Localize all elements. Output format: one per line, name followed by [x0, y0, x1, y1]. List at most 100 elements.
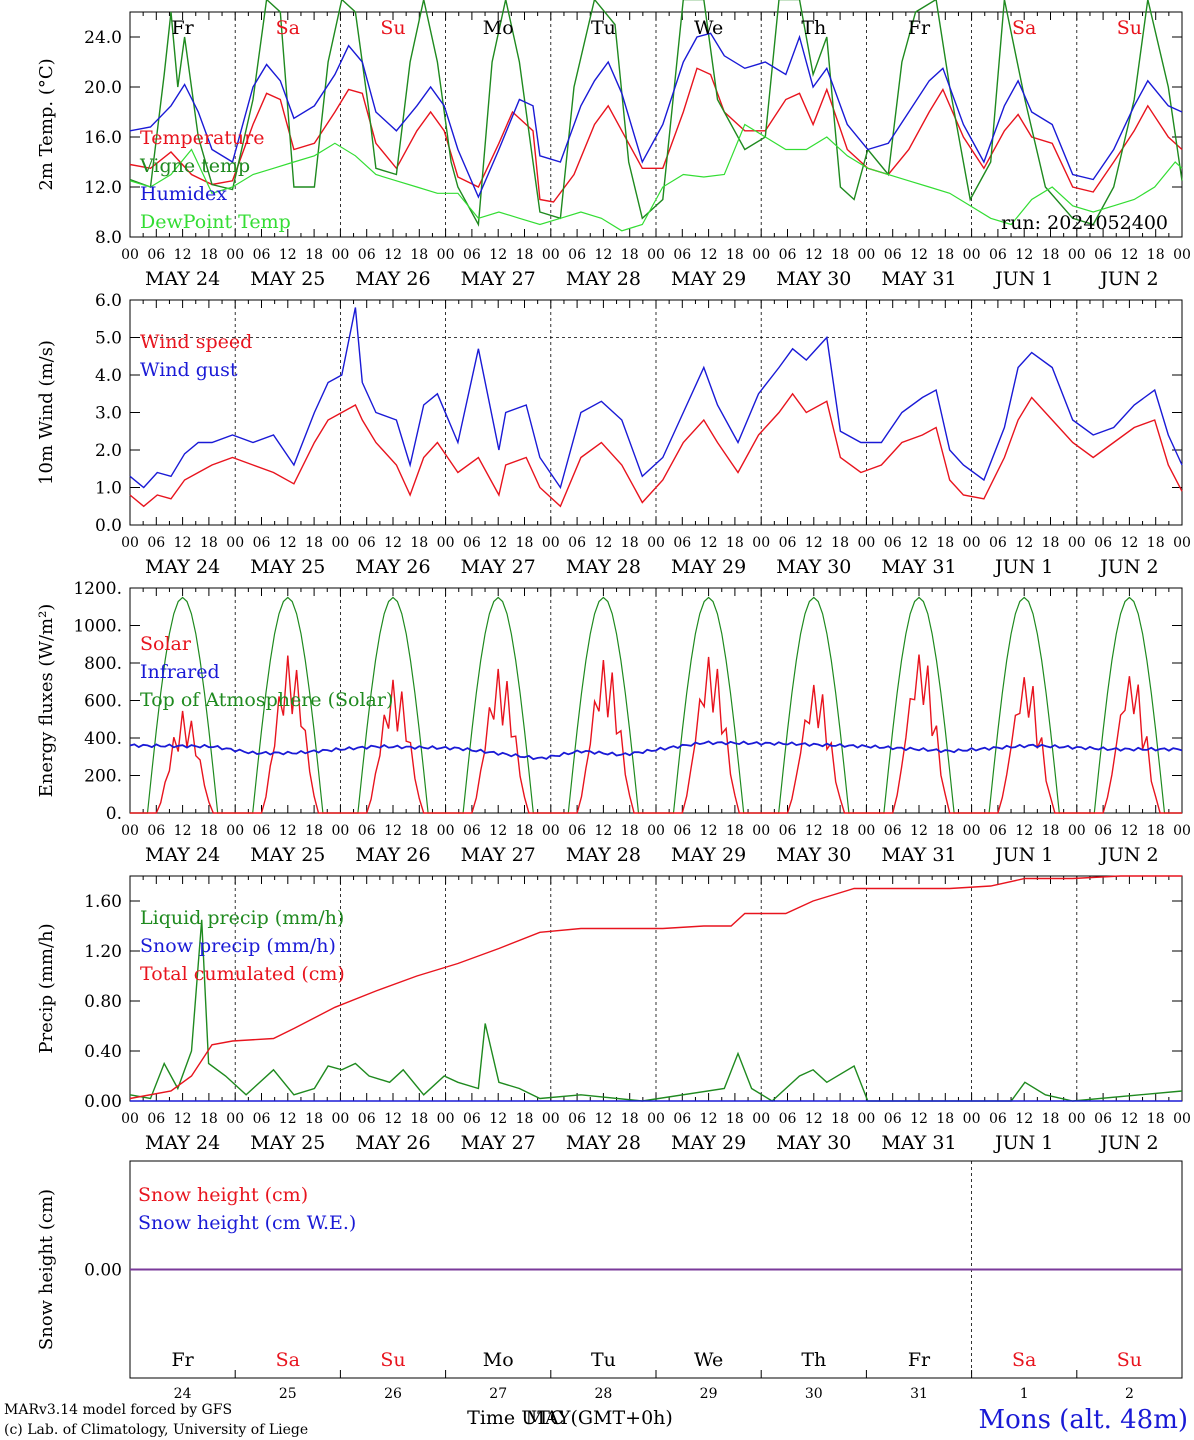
hour-tick-label: 12 — [489, 823, 507, 839]
hour-tick-label: 18 — [410, 823, 428, 839]
hour-tick-label: 06 — [673, 1111, 691, 1127]
legend-entry: Liquid precip (mm/h) — [140, 907, 344, 929]
hour-tick-label: 12 — [594, 535, 612, 551]
day-name-bottom: Sa — [1012, 1349, 1036, 1371]
date-label: MAY 31 — [881, 268, 956, 290]
hour-tick-label: 06 — [358, 823, 376, 839]
hour-tick-label: 00 — [121, 535, 139, 551]
day-name-bottom: Tu — [591, 1349, 616, 1371]
hour-tick-label: 00 — [437, 823, 455, 839]
panel-frame — [129, 299, 1183, 526]
day-name-top: Sa — [1012, 17, 1036, 39]
hour-tick-label: 18 — [200, 535, 218, 551]
hour-tick-label: 00 — [331, 535, 349, 551]
hour-tick-label: 18 — [621, 1111, 639, 1127]
hour-tick-label: 18 — [200, 1111, 218, 1127]
hour-tick-label: 18 — [516, 823, 534, 839]
date-label: MAY 25 — [250, 268, 325, 290]
hour-tick-label: 18 — [1042, 823, 1060, 839]
date-label: JUN 2 — [1098, 556, 1158, 578]
hour-tick-label: 06 — [989, 823, 1007, 839]
copyright-credit: (c) Lab. of Climatology, University of L… — [4, 1422, 308, 1438]
hour-tick-label: 12 — [700, 823, 718, 839]
humidexline — [129, 32, 1183, 199]
hour-tick-label: 18 — [936, 823, 954, 839]
hour-tick-label: 00 — [1173, 823, 1191, 839]
hour-tick-label: 12 — [384, 1111, 402, 1127]
date-label: MAY 27 — [461, 268, 536, 290]
hour-tick-label: 00 — [226, 823, 244, 839]
legend-entry: Total cumulated (cm) — [140, 963, 345, 985]
date-label: JUN 2 — [1098, 844, 1158, 866]
hour-tick-label: 12 — [594, 823, 612, 839]
date-label: MAY 27 — [461, 556, 536, 578]
hour-tick-label: 00 — [542, 247, 560, 263]
hour-tick-label: 12 — [1015, 823, 1033, 839]
hour-tick-label: 18 — [1147, 535, 1165, 551]
y-axis-title: 2m Temp. (°C) — [36, 58, 57, 190]
hour-tick-label: 06 — [1094, 1111, 1112, 1127]
hour-tick-label: 18 — [831, 247, 849, 263]
y-axis-title: Energy fluxes (W/m²) — [36, 604, 57, 798]
hour-tick-label: 12 — [174, 823, 192, 839]
day-name-bottom: Su — [1117, 1349, 1142, 1371]
date-label: MAY 26 — [355, 1132, 430, 1154]
y-tick-label: 0.00 — [84, 1092, 122, 1112]
x-axis-title-overlay: MAY — [526, 1407, 571, 1429]
date-label: MAY 26 — [355, 556, 430, 578]
hour-tick-label: 06 — [884, 1111, 902, 1127]
hour-tick-label: 00 — [121, 1111, 139, 1127]
day-number: 28 — [594, 1386, 612, 1402]
hour-tick-label: 06 — [568, 1111, 586, 1127]
hour-tick-label: 06 — [463, 1111, 481, 1127]
legend-entry: Snow height (cm) — [138, 1184, 308, 1206]
date-label: MAY 29 — [671, 1132, 746, 1154]
y-tick-label: 24.0 — [84, 28, 122, 48]
hour-tick-label: 00 — [963, 823, 981, 839]
hour-tick-label: 00 — [1173, 247, 1191, 263]
date-label: MAY 30 — [776, 844, 851, 866]
hour-tick-label: 06 — [884, 823, 902, 839]
date-label: MAY 28 — [566, 556, 641, 578]
hour-tick-label: 18 — [726, 535, 744, 551]
hour-tick-label: 12 — [594, 1111, 612, 1127]
hour-tick-label: 12 — [594, 247, 612, 263]
hour-tick-label: 06 — [253, 247, 271, 263]
hour-tick-label: 06 — [358, 1111, 376, 1127]
y-tick-label: 200. — [84, 767, 122, 787]
hour-tick-label: 06 — [989, 535, 1007, 551]
hour-tick-label: 06 — [1094, 535, 1112, 551]
x-axis-title: Time UTC (GMT+0h) — [467, 1407, 673, 1429]
hour-tick-label: 00 — [331, 1111, 349, 1127]
hour-tick-label: 18 — [726, 823, 744, 839]
legend-entry: Humidex — [140, 183, 227, 205]
hour-tick-label: 00 — [857, 247, 875, 263]
hour-tick-label: 18 — [621, 247, 639, 263]
hour-tick-label: 12 — [805, 823, 823, 839]
hour-tick-label: 06 — [463, 247, 481, 263]
date-label: MAY 29 — [671, 268, 746, 290]
date-label: MAY 25 — [250, 1132, 325, 1154]
hour-tick-label: 12 — [700, 535, 718, 551]
hour-tick-label: 00 — [437, 1111, 455, 1127]
hour-tick-label: 00 — [121, 823, 139, 839]
hour-tick-label: 18 — [1147, 1111, 1165, 1127]
date-label: MAY 24 — [145, 844, 220, 866]
hour-tick-label: 00 — [1173, 1111, 1191, 1127]
day-name-top: Su — [380, 17, 405, 39]
legend-entry: Snow height (cm W.E.) — [138, 1212, 356, 1234]
hour-tick-label: 00 — [963, 247, 981, 263]
day-name-top: Fr — [908, 17, 931, 39]
hour-tick-label: 00 — [1173, 535, 1191, 551]
hour-tick-label: 06 — [673, 823, 691, 839]
hour-tick-label: 12 — [489, 1111, 507, 1127]
hour-tick-label: 18 — [305, 823, 323, 839]
hour-tick-label: 06 — [568, 247, 586, 263]
hour-tick-label: 12 — [805, 535, 823, 551]
hour-tick-label: 00 — [542, 823, 560, 839]
hour-tick-label: 12 — [805, 247, 823, 263]
day-number: 24 — [174, 1386, 192, 1402]
hour-tick-label: 18 — [936, 535, 954, 551]
hour-tick-label: 06 — [147, 1111, 165, 1127]
